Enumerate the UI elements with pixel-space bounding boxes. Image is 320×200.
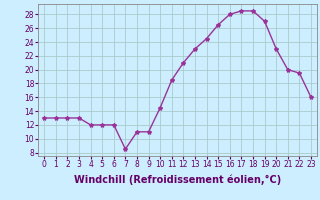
X-axis label: Windchill (Refroidissement éolien,°C): Windchill (Refroidissement éolien,°C) bbox=[74, 175, 281, 185]
